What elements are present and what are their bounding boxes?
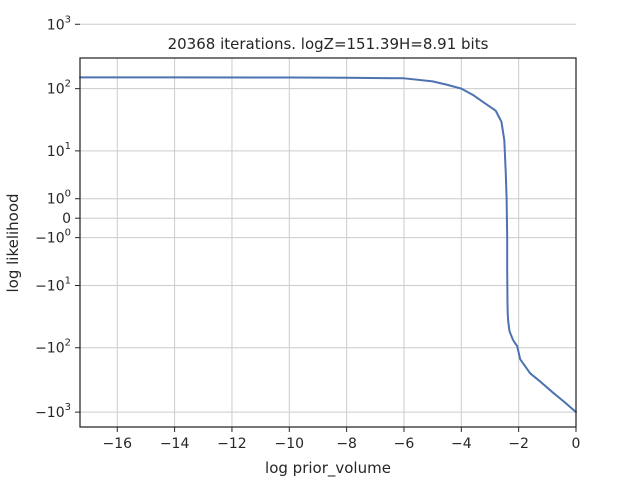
x-tick-label: −14 [160,436,190,452]
x-tick-label: −10 [275,436,305,452]
y-tick-label: −100 [35,228,71,247]
y-tick-marks [75,23,80,413]
x-tick-label: −2 [508,436,529,452]
series-layer [79,76,577,414]
grid [80,23,577,427]
y-tick-label: −102 [35,338,71,357]
y-tick-label: −101 [35,276,71,295]
y-tick-label: 102 [47,79,71,98]
x-tick-label: −4 [451,436,472,452]
x-axis-label: log prior_volume [265,459,391,478]
series-line [79,76,577,414]
x-tick-label: −6 [394,436,415,452]
y-tick-label: −103 [35,402,71,421]
y-tick-label: 101 [47,141,71,160]
x-tick-label: −8 [336,436,357,452]
y-tick-label: 103 [47,14,71,33]
x-tick-label: −16 [102,436,132,452]
y-tick-label: 0 [62,211,71,227]
y-tick-labels: 103 102 101 100 0−100 −101 −102 −103 [35,14,71,421]
x-tick-label: −12 [217,436,247,452]
chart-title: 20368 iterations. logZ=151.39H=8.91 bits [168,35,489,53]
plot-frame [79,57,577,428]
y-tick-label: 100 [47,189,71,208]
x-tick-marks [116,427,577,432]
x-tick-labels: −16 −14 −12 −10 −8 −6 −4 −2 0 [102,436,580,452]
y-axis-label: log likelihood [4,193,22,292]
x-tick-label: 0 [572,436,581,452]
